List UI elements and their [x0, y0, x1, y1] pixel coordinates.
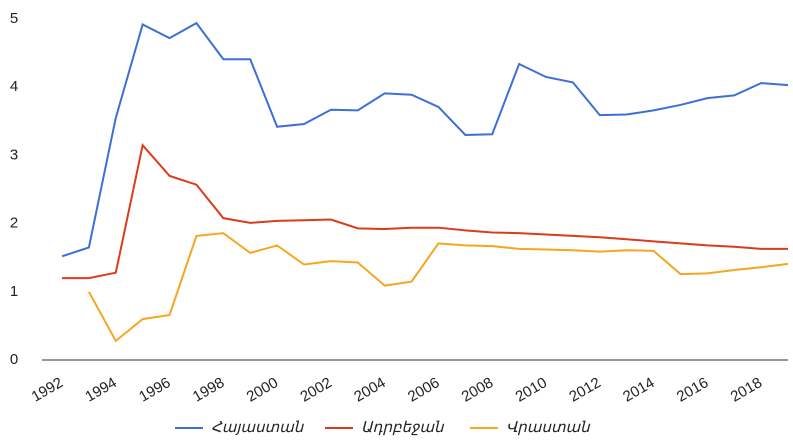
- x-tick-label: 2016: [674, 374, 711, 405]
- x-tick-label: 2018: [728, 374, 765, 405]
- y-tick-label: 0: [10, 351, 18, 368]
- legend-label: Հայաստան: [211, 419, 305, 436]
- x-tick-label: 2012: [566, 374, 603, 405]
- series-line: [61, 21, 789, 258]
- y-tick-label: 2: [10, 215, 18, 232]
- y-tick-label: 4: [10, 78, 18, 95]
- x-tick-label: 2006: [405, 374, 442, 405]
- series-line: [62, 143, 788, 280]
- y-tick-label: 3: [10, 146, 18, 163]
- x-tick-label: 2002: [297, 374, 334, 405]
- x-tick-label: 2010: [513, 374, 550, 405]
- x-tick-label: 2014: [620, 374, 657, 405]
- x-tick-label: 1996: [136, 374, 173, 405]
- x-tick-label: 2000: [244, 374, 281, 405]
- y-tick-label: 5: [10, 10, 18, 27]
- x-tick-label: 1992: [29, 374, 66, 405]
- x-tick-label: 1998: [190, 374, 227, 405]
- y-tick-label: 1: [10, 283, 18, 300]
- series-line: [88, 232, 789, 343]
- x-tick-label: 1994: [82, 374, 119, 405]
- legend-label: Ադրբեջան: [361, 419, 445, 436]
- legend-label: Վրաստան: [506, 419, 591, 436]
- x-tick-label: 2004: [351, 374, 388, 405]
- x-tick-label: 2008: [459, 374, 496, 405]
